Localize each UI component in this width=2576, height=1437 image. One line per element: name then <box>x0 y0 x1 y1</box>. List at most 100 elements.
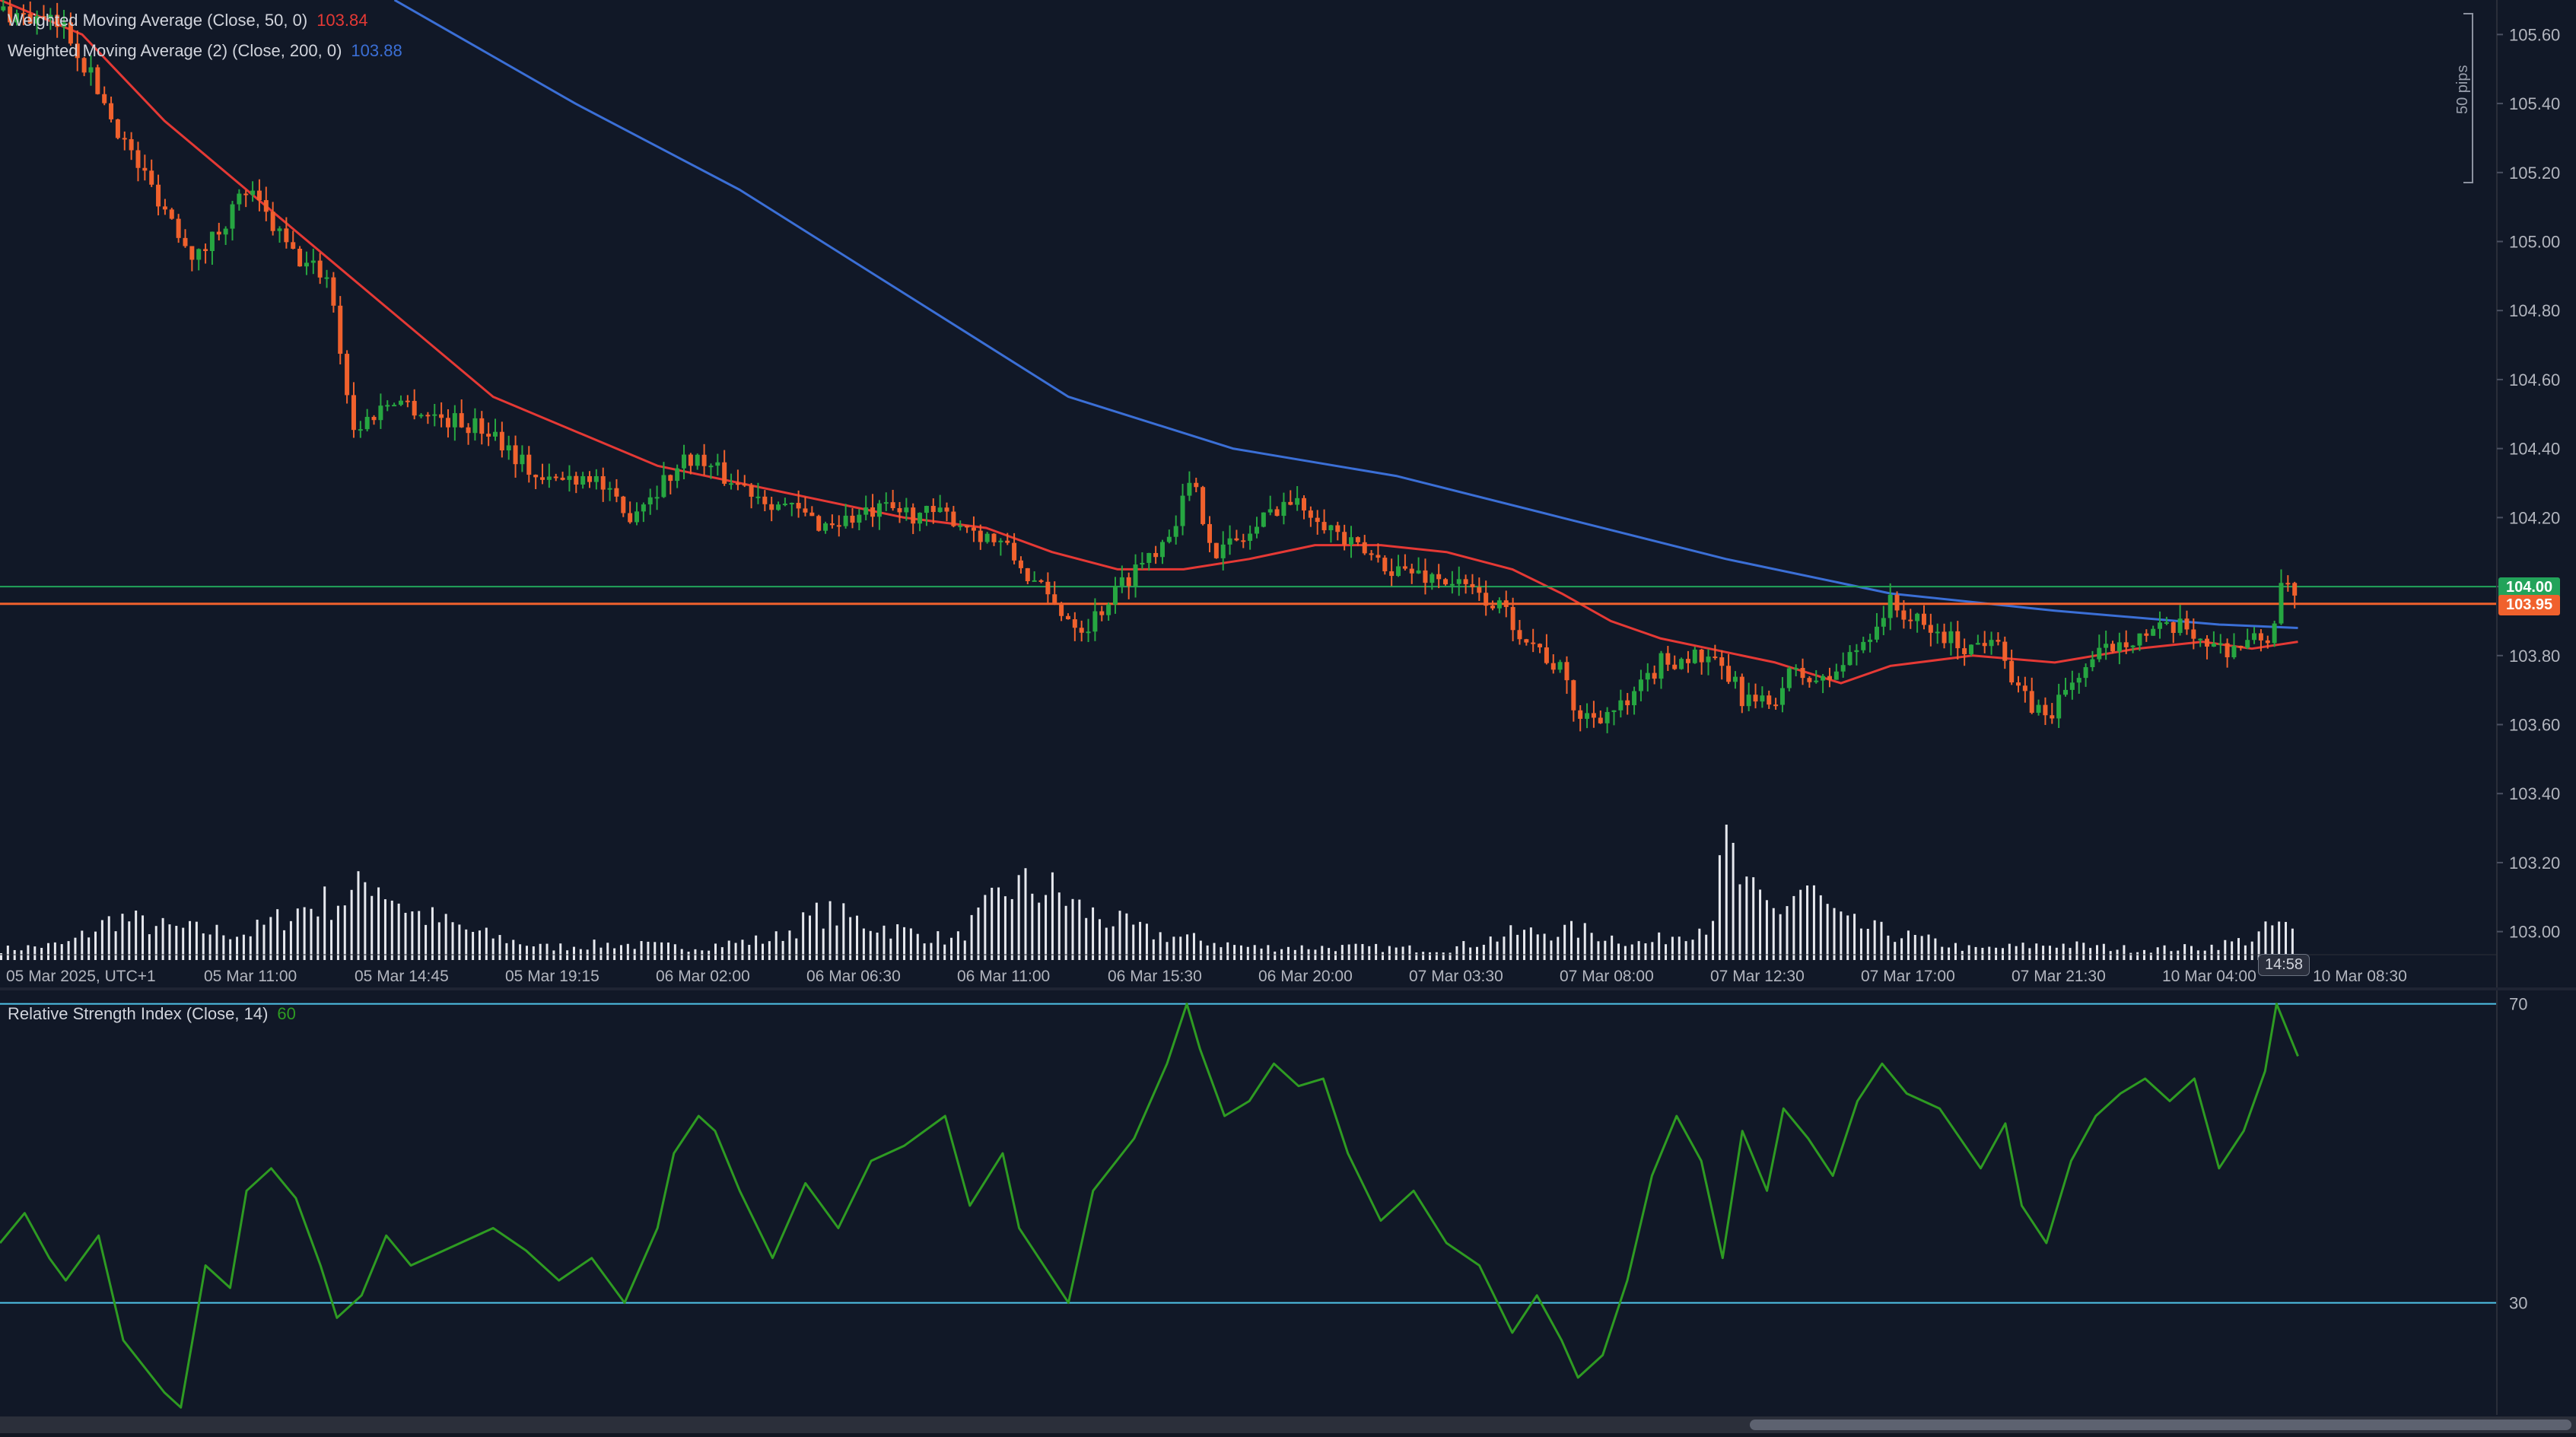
volume-bar <box>1125 913 1128 960</box>
volume-bar <box>1482 944 1485 960</box>
volume-bar <box>1057 892 1061 960</box>
volume-bar <box>1354 943 1357 960</box>
candle-down <box>256 190 262 201</box>
volume-bar <box>296 908 299 960</box>
candle-down <box>951 511 956 526</box>
volume-bar <box>1604 940 1607 960</box>
candle-up <box>1119 577 1124 587</box>
candle-down <box>1079 628 1084 633</box>
candle-up <box>392 405 397 407</box>
candle-down <box>41 16 46 19</box>
candle-down <box>189 246 195 260</box>
volume-bar <box>1111 926 1115 960</box>
wma200-legend[interactable]: Weighted Moving Average (2) (Close, 200,… <box>8 41 402 61</box>
candle-down <box>870 507 876 517</box>
candle-down <box>8 6 13 23</box>
time-tick-label: 06 Mar 02:00 <box>656 968 750 985</box>
wma50-legend[interactable]: Weighted Moving Average (Close, 50, 0) 10… <box>8 11 367 30</box>
candle-up <box>546 476 552 480</box>
candle-down <box>1739 676 1744 707</box>
candle-up <box>1760 695 1765 702</box>
candle-down <box>1335 525 1340 533</box>
volume-bar <box>1752 877 1755 960</box>
candle-down <box>897 507 902 513</box>
candle-down <box>331 277 336 306</box>
candle-down <box>75 43 80 59</box>
candle-up <box>843 515 848 526</box>
candle-down <box>809 512 815 517</box>
candle-down <box>176 218 181 238</box>
volume-bar <box>1159 932 1162 960</box>
volume-bar <box>404 912 407 960</box>
volume-bar <box>121 914 124 960</box>
candle-up <box>2211 643 2216 647</box>
candle-up <box>1248 533 1253 541</box>
pips-ruler-label: 50 pips <box>2454 65 2471 115</box>
candle-up <box>1585 713 1590 719</box>
volume-bar <box>1462 941 1465 960</box>
candle-down <box>574 475 579 485</box>
candle-up <box>776 504 781 510</box>
volume-bar <box>1557 936 1560 960</box>
candle-down <box>1369 553 1374 555</box>
candle-down <box>1531 642 1536 644</box>
volume-bar <box>472 932 475 960</box>
volume-bar <box>1665 944 1668 960</box>
candle-up <box>1638 679 1643 691</box>
candle-up <box>62 22 67 27</box>
volume-bar <box>1347 944 1350 960</box>
volume-bar <box>2129 952 2132 960</box>
volume-bar <box>1550 940 1553 960</box>
candle-up <box>1328 525 1334 531</box>
candle-up <box>641 504 646 512</box>
candle-down <box>911 507 916 524</box>
candle-up <box>1227 538 1232 545</box>
volume-bar <box>418 911 421 960</box>
volume-bar <box>1792 895 1795 960</box>
candle-down <box>345 354 350 396</box>
candle-down <box>270 211 275 231</box>
volume-bar <box>1064 905 1067 960</box>
candle-down <box>971 527 976 531</box>
candle-down <box>1213 542 1219 558</box>
candle-down <box>1908 619 1913 622</box>
price-level-badge-orange: 103.95 <box>2498 595 2561 615</box>
candle-up <box>1746 695 1751 707</box>
volume-bar <box>1503 936 1506 960</box>
time-tick-label: 10 Mar 08:30 <box>2313 968 2407 985</box>
candle-up <box>364 417 370 430</box>
volume-bar <box>525 946 528 960</box>
candle-down <box>526 454 532 475</box>
volume-bar <box>720 947 724 960</box>
candle-down <box>1308 510 1313 518</box>
candle-down <box>722 462 727 484</box>
candle-down <box>1005 540 1010 543</box>
volume-bar <box>1199 940 1202 960</box>
candle-up <box>567 475 572 480</box>
candle-up <box>237 193 242 205</box>
volume-bar <box>2123 945 2126 960</box>
volume-bar <box>566 950 569 960</box>
volume-bar <box>741 939 744 960</box>
volume-bar <box>2278 921 2281 960</box>
volume-bar <box>532 946 535 960</box>
scrollbar-thumb[interactable] <box>1750 1420 2571 1430</box>
volume-bar <box>60 944 63 960</box>
volume-bar <box>1732 842 1735 960</box>
candle-down <box>169 209 174 219</box>
candle-down <box>425 415 431 417</box>
candle-up <box>1396 566 1401 577</box>
volume-bar <box>1765 900 1768 960</box>
candle-down <box>749 485 754 497</box>
rsi-legend[interactable]: Relative Strength Index (Close, 14) 60 <box>8 1004 296 1024</box>
volume-bar <box>1368 946 1371 960</box>
candle-up <box>2272 623 2277 644</box>
candle-up <box>452 413 457 428</box>
candle-up <box>876 503 882 517</box>
volume-bar <box>1192 933 1195 960</box>
bar-countdown: 14:58 <box>2258 954 2310 976</box>
volume-bar <box>1846 915 1849 960</box>
candle-down <box>183 237 188 246</box>
